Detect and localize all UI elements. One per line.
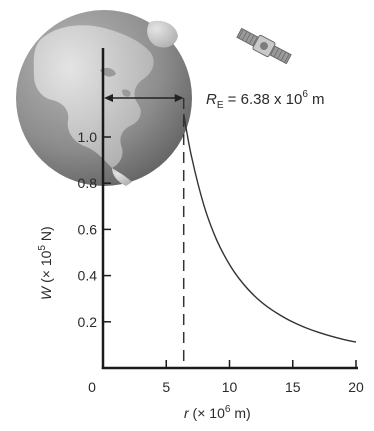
- satellite-icon: [236, 27, 292, 65]
- y-tick-label: 0.8: [78, 175, 98, 191]
- weight-curve-line: [183, 113, 357, 343]
- x-tick-label: 5: [162, 379, 170, 395]
- y-tick-label: 0.4: [78, 268, 98, 284]
- y-tick-label: 0.6: [78, 221, 98, 237]
- x-tick-label: 15: [285, 379, 301, 395]
- x-tick-label: 10: [222, 379, 238, 395]
- x-tick-label: 0: [88, 379, 96, 395]
- y-axis-ticks: 0.2 0.4 0.6 0.8 1.0: [78, 129, 111, 330]
- x-tick-label: 20: [348, 379, 364, 395]
- earth-radius-label: RE = 6.38 x 106 m: [206, 89, 325, 111]
- x-axis-ticks: 0 5 10 15 20: [88, 360, 364, 395]
- y-tick-label: 1.0: [78, 129, 98, 145]
- earth-radius-arrow: [104, 94, 184, 102]
- y-axis-label: W (× 105 N): [37, 226, 54, 300]
- x-axis-label: r (× 106 m): [184, 404, 251, 421]
- y-tick-label: 0.2: [78, 314, 98, 330]
